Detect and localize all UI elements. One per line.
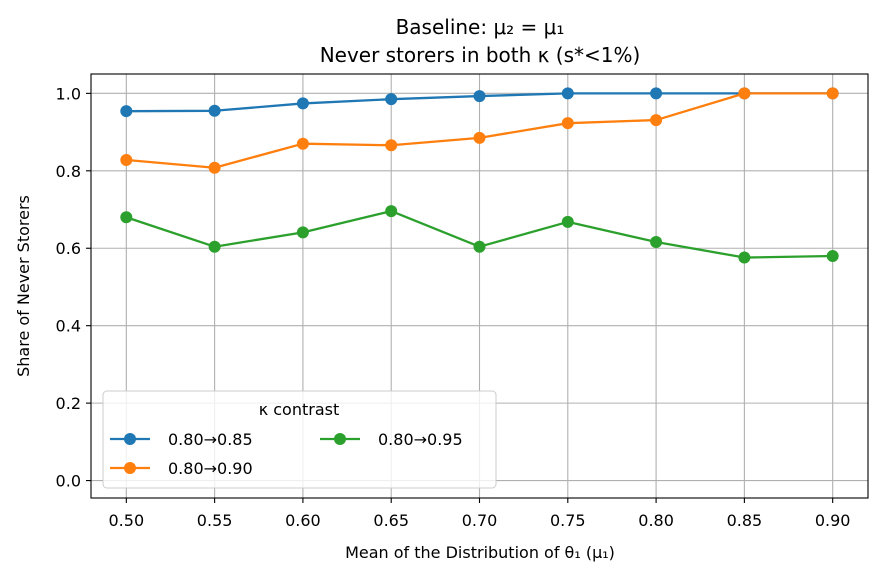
data-point <box>385 93 398 106</box>
x-tick-label: 0.90 <box>815 511 851 530</box>
x-tick-label: 0.50 <box>109 511 145 530</box>
legend-frame <box>102 390 497 489</box>
data-point <box>296 97 309 110</box>
data-point <box>650 114 663 127</box>
y-axis-ticks: 0.0 0.2 0.4 0.6 0.8 1.0 <box>56 84 91 491</box>
legend-item: 0.80→0.90 <box>110 459 253 478</box>
legend-swatch-marker <box>124 433 136 445</box>
y-tick-label: 0.0 <box>56 472 81 491</box>
legend-item: 0.80→0.85 <box>110 430 253 449</box>
x-axis-ticks: 0.50 0.55 0.60 0.65 0.70 0.75 0.80 0.85 0.90 <box>109 498 851 530</box>
x-tick-label: 0.60 <box>285 511 321 530</box>
y-tick-label: 0.6 <box>56 239 81 258</box>
data-point <box>120 105 133 118</box>
series-3 <box>120 205 839 264</box>
x-axis-label: Mean of the Distribution of θ₁ (μ₁) <box>345 543 615 562</box>
x-tick-label: 0.75 <box>550 511 586 530</box>
data-point <box>561 215 574 228</box>
y-tick-label: 0.8 <box>56 162 81 181</box>
data-point <box>385 205 398 218</box>
x-tick-label: 0.55 <box>197 511 233 530</box>
data-point <box>473 90 486 103</box>
data-point <box>650 87 663 100</box>
legend-swatch-marker <box>124 462 136 474</box>
data-point <box>296 137 309 150</box>
legend-swatch-marker <box>334 433 346 445</box>
data-point <box>120 211 133 224</box>
data-point <box>561 117 574 130</box>
x-tick-label: 0.70 <box>462 511 498 530</box>
legend-items: 0.80→0.85 0.80→0.90 0.80→0.95 <box>110 430 463 478</box>
x-tick-label: 0.85 <box>727 511 763 530</box>
y-tick-label: 1.0 <box>56 84 81 103</box>
legend-label: 0.80→0.95 <box>378 430 463 449</box>
chart-title-line-2: Never storers in both κ (s*<1%) <box>320 43 641 67</box>
x-tick-label: 0.80 <box>638 511 674 530</box>
data-point <box>385 139 398 152</box>
legend-label: 0.80→0.85 <box>168 430 253 449</box>
data-point <box>208 161 221 174</box>
y-axis-label: Share of Never Storers <box>14 195 33 377</box>
data-point <box>650 236 663 249</box>
data-point <box>208 240 221 253</box>
y-tick-label: 0.2 <box>56 394 81 413</box>
data-point <box>561 87 574 100</box>
data-point <box>296 226 309 239</box>
series-lines <box>120 87 839 264</box>
chart-title-line-1: Baseline: μ₂ = μ₁ <box>396 15 565 39</box>
data-point <box>208 104 221 117</box>
data-point <box>738 251 751 264</box>
data-point <box>120 153 133 166</box>
y-tick-label: 0.4 <box>56 317 81 336</box>
legend: κ contrast 0.80→0.85 0.80→0.90 0.80→0.95 <box>102 390 497 489</box>
legend-item: 0.80→0.95 <box>320 430 463 449</box>
x-tick-label: 0.65 <box>373 511 409 530</box>
data-point <box>826 249 839 262</box>
data-point <box>826 87 839 100</box>
legend-title: κ contrast <box>259 400 340 419</box>
data-point <box>738 87 751 100</box>
series-2 <box>120 87 839 174</box>
data-point <box>473 131 486 144</box>
data-point <box>473 240 486 253</box>
legend-label: 0.80→0.90 <box>168 459 253 478</box>
